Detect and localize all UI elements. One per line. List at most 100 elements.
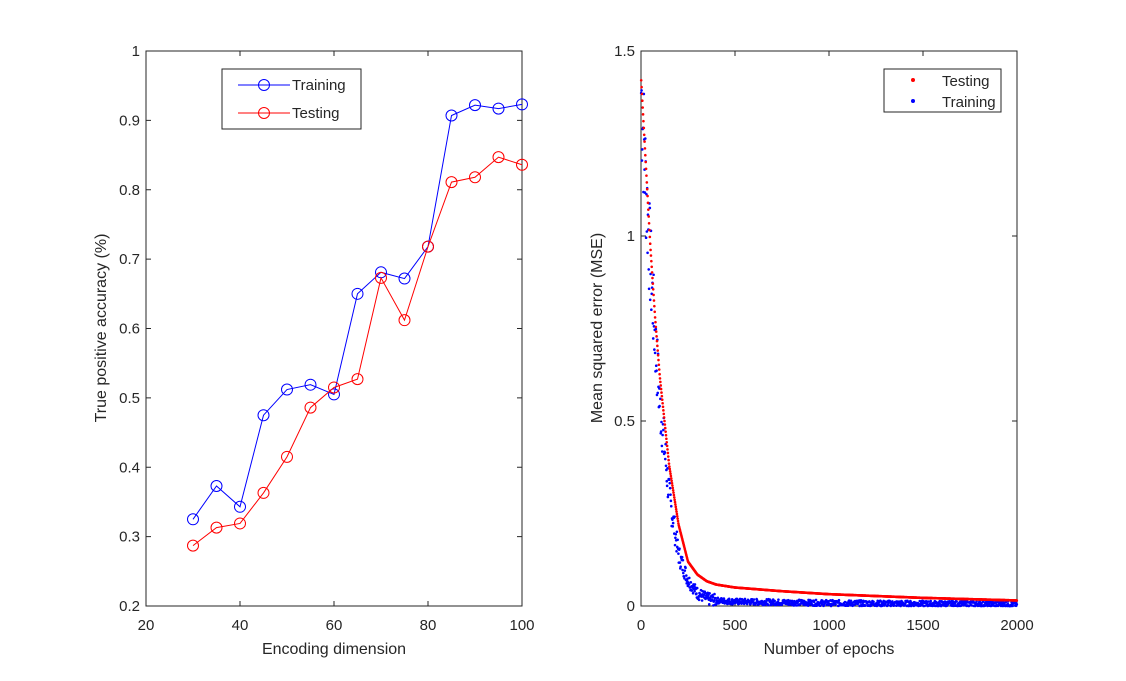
mse-training-point xyxy=(886,603,890,607)
mse-testing-point xyxy=(653,304,656,308)
mse-training-point xyxy=(777,598,780,601)
mse-training-point xyxy=(1015,603,1019,606)
mse-training-point xyxy=(846,604,850,607)
mse-testing-point xyxy=(665,444,669,448)
accuracy-y-tick-label: 0.9 xyxy=(119,112,140,129)
mse-training-point xyxy=(679,565,682,568)
mse-training-point xyxy=(665,484,669,488)
mse-training-point xyxy=(656,391,660,395)
accuracy-testing-point xyxy=(257,486,270,499)
accuracy-y-tick-label: 0.5 xyxy=(119,390,140,407)
mse-testing-point xyxy=(642,119,645,123)
mse-testing-point xyxy=(676,519,680,523)
mse-training-point xyxy=(872,600,875,604)
accuracy-testing-point xyxy=(516,158,528,171)
mse-x-axis-label: Number of epochs xyxy=(764,641,895,658)
mse-training-point xyxy=(671,525,675,528)
mse-testing-point xyxy=(657,368,661,371)
mse-training-point xyxy=(707,603,711,606)
mse-training-point xyxy=(752,598,756,601)
accuracy-testing-point xyxy=(351,373,364,386)
mse-testing-point xyxy=(644,167,648,171)
mse-training-point xyxy=(682,571,685,575)
mse-training-point xyxy=(837,598,841,602)
mse-testing-point xyxy=(662,412,666,416)
accuracy-training-point xyxy=(516,98,528,111)
mse-training-point xyxy=(706,595,710,599)
mse-training-point xyxy=(669,504,673,508)
mse-training-point xyxy=(695,586,699,590)
mse-testing-point xyxy=(653,310,657,314)
mse-training-point xyxy=(663,457,667,461)
accuracy-x-tick-label: 80 xyxy=(420,617,437,634)
mse-testing-point xyxy=(672,491,675,494)
mse-training-point xyxy=(659,430,663,433)
mse-testing-point xyxy=(651,276,654,280)
mse-training-point xyxy=(766,603,770,607)
mse-training-point xyxy=(812,600,816,604)
mse-y-tick-label: 0.5 xyxy=(614,413,635,430)
mse-testing-point xyxy=(671,484,674,487)
mse-training-point xyxy=(675,530,679,534)
mse-testing-point xyxy=(663,423,667,426)
mse-training-point xyxy=(722,597,726,600)
mse-testing-point xyxy=(646,201,650,205)
mse-testing-point xyxy=(643,147,647,150)
mse-training-point xyxy=(669,493,672,496)
mse-testing-point xyxy=(650,259,653,263)
mse-x-tick-label: 0 xyxy=(637,617,645,634)
mse-training-point xyxy=(977,604,980,608)
accuracy-y-axis-label: True positive accuracy (%) xyxy=(93,234,110,423)
mse-training-point xyxy=(711,595,715,599)
mse-training-point xyxy=(883,602,887,606)
accuracy-testing-point xyxy=(398,314,411,327)
accuracy-testing-point xyxy=(445,176,458,189)
mse-training-point xyxy=(663,451,667,454)
mse-testing-point xyxy=(655,335,658,338)
accuracy-plot-area xyxy=(187,98,528,552)
mse-testing-point xyxy=(660,398,664,401)
mse-testing-point xyxy=(656,344,659,348)
mse-testing-point xyxy=(665,437,668,441)
accuracy-training-point xyxy=(492,102,505,115)
mse-testing-point xyxy=(656,349,660,352)
mse-testing-point xyxy=(651,287,655,291)
mse-x-tick-label: 1000 xyxy=(812,617,845,634)
mse-training-point xyxy=(849,599,853,603)
mse-testing-point xyxy=(671,488,675,492)
accuracy-legend-testing-label: Testing xyxy=(292,105,340,122)
mse-testing-point xyxy=(653,316,657,319)
mse-training-point xyxy=(673,515,676,518)
mse-testing-point xyxy=(660,391,663,394)
mse-x-tick-label: 500 xyxy=(722,617,747,634)
mse-legend: Testing Training xyxy=(883,68,1002,113)
mse-training-point xyxy=(973,604,977,608)
mse-training-point xyxy=(669,499,673,503)
mse-training-point xyxy=(654,364,658,368)
mse-training-point xyxy=(929,599,933,603)
mse-training-point xyxy=(712,599,716,602)
mse-training-point xyxy=(646,251,649,255)
mse-testing-point xyxy=(662,409,665,412)
mse-testing-point xyxy=(661,401,664,405)
accuracy-training-point xyxy=(304,378,317,391)
mse-training-point xyxy=(666,495,670,499)
mse-training-point xyxy=(660,420,663,424)
mse-testing-point xyxy=(666,451,670,455)
mse-training-point xyxy=(653,348,656,351)
accuracy-legend-testing-marker xyxy=(258,107,270,119)
mse-testing-point xyxy=(668,467,672,471)
accuracy-training-point xyxy=(351,287,364,300)
mse-testing-point xyxy=(640,92,644,96)
mse-training-point xyxy=(647,287,651,291)
mse-testing-point xyxy=(647,208,650,211)
mse-testing-point xyxy=(643,140,646,143)
mse-training-point xyxy=(700,599,704,602)
mse-training-point xyxy=(650,292,654,296)
mse-testing-point xyxy=(649,248,652,252)
mse-testing-point xyxy=(661,405,665,409)
mse-training-point xyxy=(975,600,978,603)
accuracy-testing-point xyxy=(328,381,340,394)
accuracy-y-tick-label: 1 xyxy=(132,43,140,60)
mse-training-point xyxy=(895,604,898,608)
